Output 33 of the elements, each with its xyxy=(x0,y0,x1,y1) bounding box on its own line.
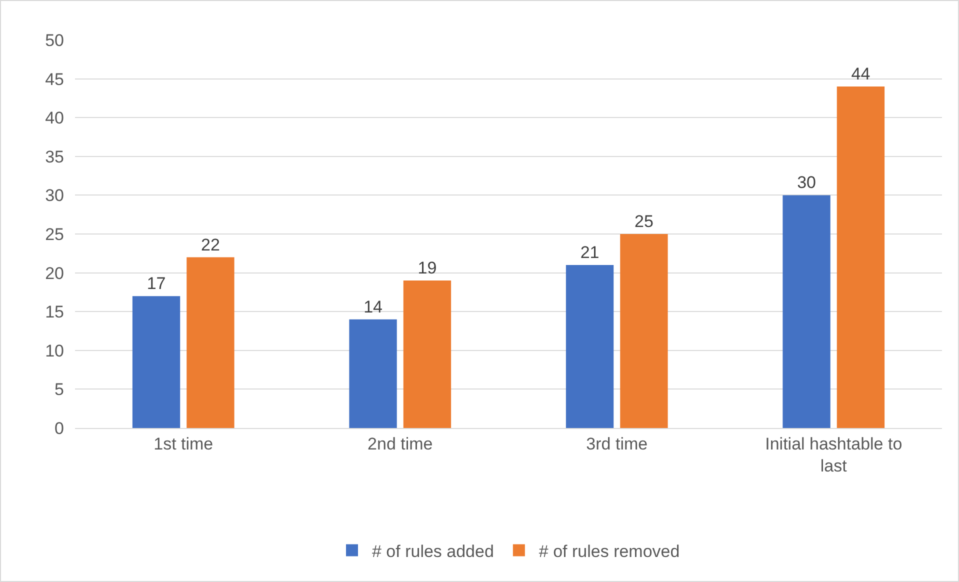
data-label: 30 xyxy=(797,173,816,192)
bar xyxy=(132,296,180,428)
x-tick-label: 2nd time xyxy=(368,434,433,454)
y-tick-label: 0 xyxy=(54,418,64,438)
data-label: 25 xyxy=(634,212,654,231)
data-label: 44 xyxy=(851,64,870,84)
bar xyxy=(349,319,397,428)
bar xyxy=(836,86,885,428)
y-tick-label: 30 xyxy=(45,186,64,206)
x-tick-label: 1st time xyxy=(154,434,214,454)
y-tick-label: 15 xyxy=(45,302,64,322)
bar xyxy=(186,257,234,428)
data-label: 21 xyxy=(580,243,600,262)
bar xyxy=(566,265,614,428)
y-tick-label: 50 xyxy=(45,30,64,50)
x-tick-label: Initial hashtable to last xyxy=(765,434,902,476)
y-tick-label: 25 xyxy=(45,224,64,244)
legend-label: # of rules added xyxy=(372,542,494,561)
data-label: 14 xyxy=(364,297,382,316)
x-tick-label: 3rd time xyxy=(586,434,648,454)
bar xyxy=(620,234,668,428)
y-tick-label: 45 xyxy=(45,70,64,89)
y-tick-label: 20 xyxy=(45,264,64,283)
y-tick-label: 35 xyxy=(45,147,64,166)
data-label: 22 xyxy=(201,235,220,254)
y-tick-label: 5 xyxy=(54,380,64,400)
bar xyxy=(782,195,830,428)
y-tick-label: 10 xyxy=(45,341,64,360)
bar xyxy=(403,280,452,428)
legend-label: # of rules removed xyxy=(538,542,680,561)
data-label: 17 xyxy=(146,274,166,294)
data-label: 19 xyxy=(418,258,437,278)
y-tick-label: 40 xyxy=(45,108,64,128)
